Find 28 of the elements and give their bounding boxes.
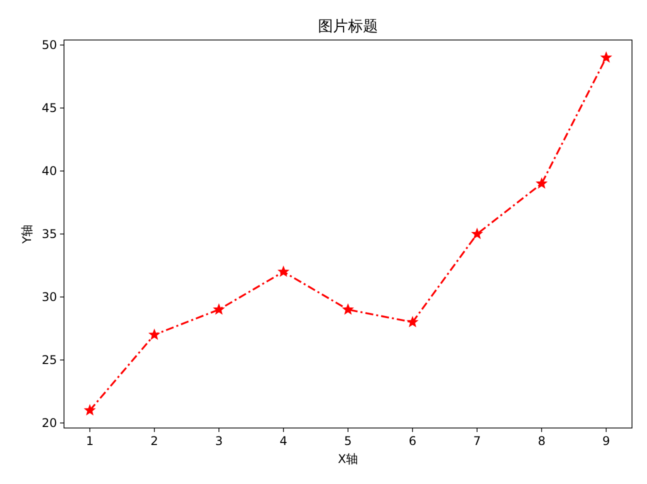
y-tick-label: 30 <box>42 290 57 304</box>
x-tick-label: 9 <box>602 434 610 448</box>
x-tick-label: 3 <box>215 434 223 448</box>
point <box>342 304 354 314</box>
y-tick-label: 35 <box>42 227 57 241</box>
x-tick-label: 8 <box>538 434 546 448</box>
y-tick-label: 20 <box>42 416 57 430</box>
point <box>407 316 418 327</box>
x-tick-label: 5 <box>344 434 352 448</box>
x-tick-label: 2 <box>150 434 158 448</box>
y-tick-label: 45 <box>42 101 57 116</box>
point <box>472 228 482 239</box>
point <box>84 404 96 415</box>
y-tick-label: 40 <box>42 164 57 178</box>
point <box>214 304 224 314</box>
x-axis-title: X轴 <box>338 452 358 466</box>
point <box>536 178 547 188</box>
x-tick-label: 6 <box>408 434 416 448</box>
y-axis-title: Y轴 <box>20 224 34 245</box>
x-tick-label: 7 <box>473 434 481 448</box>
x-tick-label: 4 <box>280 434 288 448</box>
y-tick-label: 25 <box>42 352 57 367</box>
x-tick-label: 1 <box>86 434 94 448</box>
point <box>600 52 612 62</box>
y-tick-label: 50 <box>42 38 57 52</box>
chart-title: 图片标题 <box>318 17 378 35</box>
point <box>149 329 160 340</box>
point <box>278 266 289 276</box>
